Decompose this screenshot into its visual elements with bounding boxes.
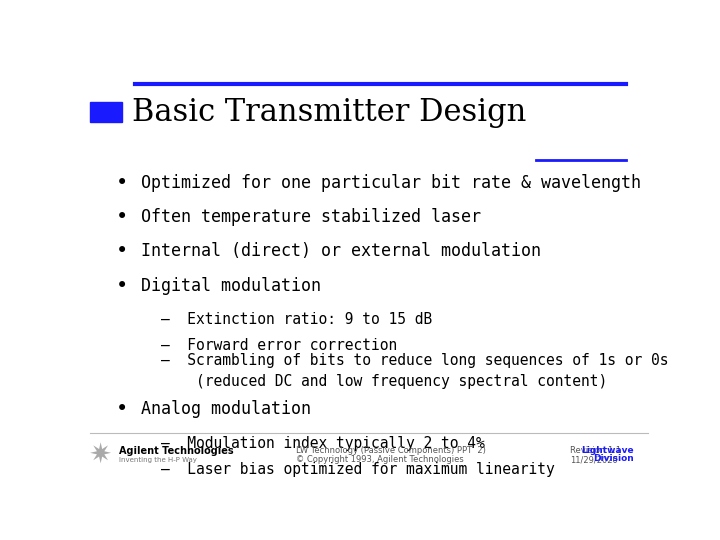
Text: Agilent Technologies: Agilent Technologies (119, 446, 234, 456)
Text: •: • (116, 275, 128, 295)
Text: Analog modulation: Analog modulation (141, 401, 311, 418)
Text: Revision 1.1: Revision 1.1 (570, 446, 621, 455)
Text: Lightwave: Lightwave (582, 446, 634, 455)
Text: Basic Transmitter Design: Basic Transmitter Design (132, 97, 526, 127)
Text: Digital modulation: Digital modulation (141, 276, 321, 295)
Text: –  Scrambling of bits to reduce long sequences of 1s or 0s
    (reduced DC and l: – Scrambling of bits to reduce long sequ… (161, 353, 669, 389)
Text: –  Modulation index typically 2 to 4%: – Modulation index typically 2 to 4% (161, 436, 485, 451)
Text: Inventing the H-P Way: Inventing the H-P Way (119, 457, 197, 463)
Text: –  Extinction ratio: 9 to 15 dB: – Extinction ratio: 9 to 15 dB (161, 312, 433, 327)
Text: •: • (116, 173, 128, 193)
Text: •: • (116, 207, 128, 227)
Text: Often temperature stabilized laser: Often temperature stabilized laser (141, 208, 482, 226)
Text: –  Forward error correction: – Forward error correction (161, 338, 397, 353)
Text: Division: Division (593, 455, 634, 463)
Text: ✷: ✷ (89, 442, 112, 470)
Text: LW Technology (Passive Components) PPT  2): LW Technology (Passive Components) PPT 2… (297, 446, 486, 455)
Text: Internal (direct) or external modulation: Internal (direct) or external modulation (141, 242, 541, 260)
Text: •: • (116, 241, 128, 261)
Text: © Copyright 1993, Agilent Technologies: © Copyright 1993, Agilent Technologies (297, 455, 464, 464)
Text: 11/29/2020: 11/29/2020 (570, 455, 618, 464)
Bar (90, 102, 122, 122)
Text: –  Laser bias optimized for maximum linearity: – Laser bias optimized for maximum linea… (161, 462, 555, 477)
Text: Optimized for one particular bit rate & wavelength: Optimized for one particular bit rate & … (141, 174, 642, 192)
Text: •: • (116, 400, 128, 420)
